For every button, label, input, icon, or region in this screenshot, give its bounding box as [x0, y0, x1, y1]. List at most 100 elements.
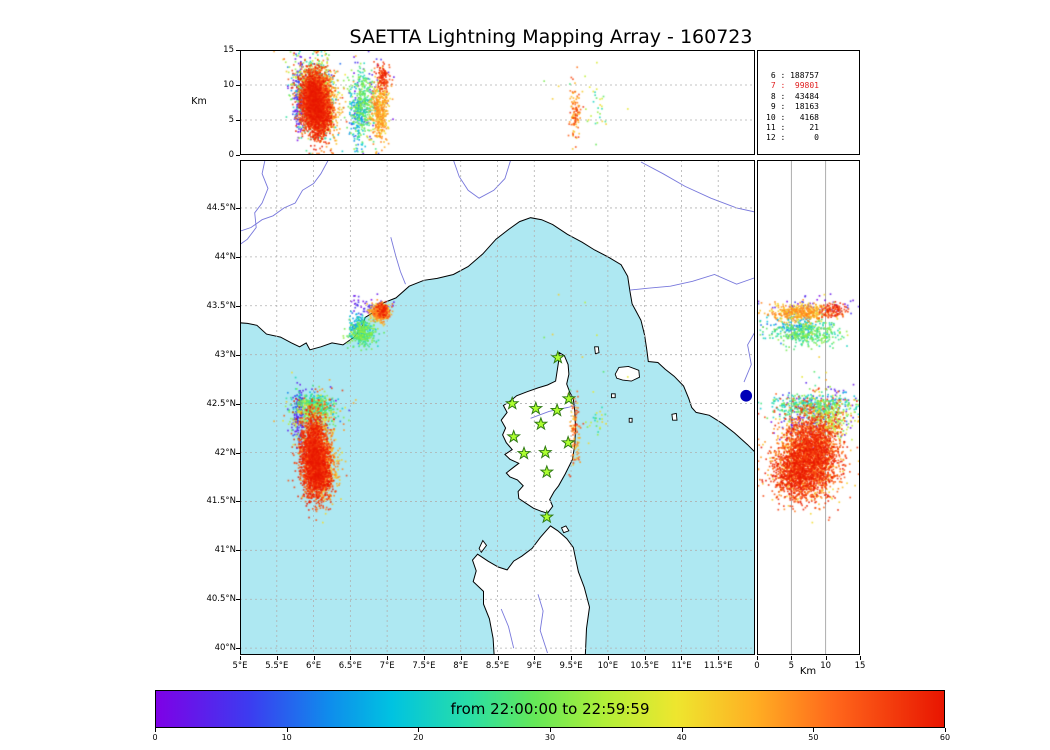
colorbar-tick-mark [813, 728, 815, 732]
source-count-panel [757, 50, 860, 155]
right-alt-tick-label: 10 [820, 661, 832, 671]
lon-tick-mark [681, 656, 683, 660]
source-count-line: 10 : 4168 [766, 112, 819, 122]
lon-tick-label: 9°E [526, 661, 542, 671]
lon-tick-mark [607, 656, 609, 660]
lon-tick-mark [350, 656, 352, 660]
right-altitude-axis-label: Km [799, 666, 817, 677]
lon-tick-label: 6.5°E [338, 661, 362, 671]
right-alt-tick-mark [860, 656, 861, 660]
lat-tick-label: 40°N [214, 643, 236, 654]
map-lightning-scatter [240, 160, 755, 655]
lma-station-star-icon [533, 416, 549, 431]
lat-tick-mark [236, 648, 240, 650]
source-count-line: 12 : 0 [766, 133, 819, 143]
lma-station-star-icon [528, 400, 544, 415]
lon-tick-label: 9.5°E [559, 661, 583, 671]
lon-tick-mark [423, 656, 425, 660]
lat-tick-label: 43.5°N [206, 300, 236, 311]
colorbar-tick-label: 60 [939, 733, 951, 742]
lat-tick-mark [236, 501, 240, 503]
lon-tick-label: 6°E [306, 661, 322, 671]
top-alt-tick-mark [236, 85, 240, 86]
figure-title: SAETTA Lightning Mapping Array - 160723 [349, 26, 753, 48]
lma-station-star-icon [537, 444, 553, 459]
lat-tick-label: 42.5°N [206, 398, 236, 409]
lat-tick-label: 41°N [214, 545, 236, 556]
colorbar-tick-mark [286, 728, 288, 732]
lon-tick-mark [644, 656, 646, 660]
lat-tick-mark [236, 207, 240, 209]
colorbar-tick-label: 40 [676, 733, 687, 742]
lma-station-markers [504, 349, 577, 524]
altitude-latitude-scatter [757, 160, 860, 655]
right-alt-tick-mark [757, 656, 758, 660]
lma-station-star-icon [561, 390, 577, 405]
lat-tick-mark [236, 256, 240, 258]
lat-tick-mark [236, 354, 240, 356]
source-count-line: 6 : 188757 [766, 71, 819, 80]
altitude-longitude-panel [240, 50, 755, 155]
colorbar-tick-mark [681, 728, 683, 732]
lon-tick-mark [534, 656, 536, 660]
lon-tick-label: 10°E [597, 661, 619, 671]
lon-tick-mark [497, 656, 499, 660]
right-alt-tick-label: 0 [754, 661, 760, 671]
altitude-longitude-scatter [240, 50, 755, 155]
colorbar-tick-label: 20 [413, 733, 424, 742]
lon-tick-label: 5°E [232, 661, 248, 671]
lon-tick-label: 7°E [379, 661, 395, 671]
lon-tick-label: 8.5°E [485, 661, 510, 671]
lat-tick-label: 44.5°N [206, 202, 236, 213]
lon-tick-label: 8°E [453, 661, 469, 671]
source-count-line: 9 : 18163 [766, 102, 819, 112]
colorbar-tick-mark [418, 728, 420, 732]
colorbar-tick-label: 30 [544, 733, 556, 742]
lon-tick-mark [276, 656, 278, 660]
lat-tick-mark [236, 599, 240, 601]
lat-tick-label: 41.5°N [206, 496, 236, 507]
top-alt-tick-label: 10 [223, 80, 234, 90]
lon-tick-mark [718, 656, 720, 660]
time-colorbar: from 22:00:00 to 22:59:59 [155, 690, 945, 728]
colorbar-tick-mark [155, 728, 156, 732]
lon-tick-label: 7.5°E [412, 661, 436, 671]
source-count-line: 11 : 21 [766, 123, 819, 133]
lon-tick-label: 11°E [671, 661, 692, 671]
lat-tick-mark [236, 452, 240, 454]
right-alt-tick-mark [791, 656, 793, 660]
lat-tick-mark [236, 403, 240, 405]
lma-station-star-icon [549, 402, 565, 417]
lon-tick-mark [313, 656, 315, 660]
top-alt-tick-mark [236, 50, 240, 51]
right-alt-tick-label: 15 [854, 661, 866, 671]
lon-tick-mark [571, 656, 573, 660]
colorbar-tick-label: 0 [152, 733, 158, 742]
lon-tick-label: 10.5°E [630, 661, 659, 671]
source-count-line: 7 : 99801 [766, 81, 819, 91]
lat-tick-label: 44°N [214, 251, 236, 262]
lma-station-star-icon [539, 464, 555, 479]
lon-tick-label: 11.5°E [703, 661, 733, 671]
lat-tick-label: 40.5°N [206, 594, 236, 605]
colorbar-tick-label: 10 [281, 733, 292, 742]
colorbar-label: from 22:00:00 to 22:59:59 [450, 700, 650, 718]
lon-tick-label: 5.5°E [265, 661, 289, 671]
lon-tick-mark [240, 656, 241, 660]
lon-tick-mark [460, 656, 462, 660]
lat-tick-mark [236, 305, 240, 307]
top-alt-tick-mark [236, 155, 240, 156]
top-alt-tick-label: 15 [223, 45, 234, 55]
lon-tick-mark [387, 656, 389, 660]
map-panel [240, 160, 755, 655]
altitude-latitude-panel [757, 160, 860, 655]
colorbar-tick-mark [945, 728, 946, 732]
lat-tick-label: 42°N [214, 447, 236, 458]
lat-tick-mark [236, 550, 240, 552]
lma-station-star-icon [550, 349, 566, 364]
source-count-line: 8 : 43484 [766, 91, 819, 101]
top-alt-tick-label: 0 [228, 150, 234, 160]
lma-station-star-icon [504, 395, 520, 410]
right-alt-tick-label: 5 [788, 661, 795, 671]
